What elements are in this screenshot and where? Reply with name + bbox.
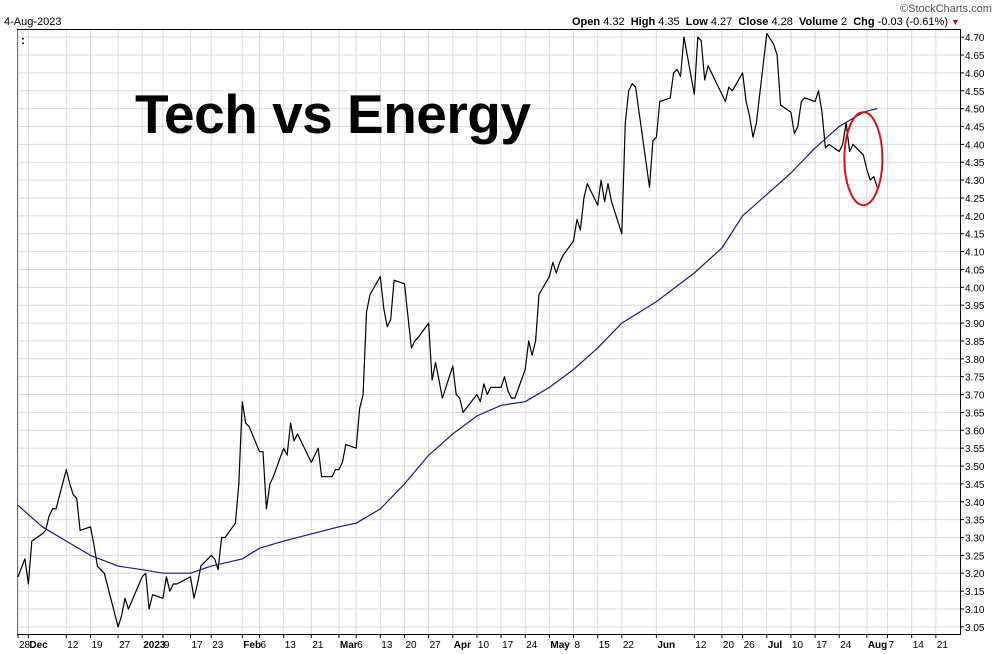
watermark: ©StockCharts.com — [900, 3, 992, 15]
x-tick-label: 12 — [695, 640, 707, 651]
x-tick-label: 20 — [405, 640, 417, 651]
x-tick-label: 21 — [937, 640, 949, 651]
x-tick-label: Mar — [340, 640, 358, 651]
y-tick-label: 3.25 — [965, 551, 985, 562]
y-tick-label: 3.75 — [965, 373, 985, 384]
x-tick-label: 24 — [526, 640, 538, 651]
y-tick-label: 4.10 — [965, 248, 985, 259]
volume-value: 2 — [840, 16, 848, 28]
y-tick-label: 3.70 — [965, 391, 985, 402]
x-tick-label: 28 — [19, 640, 31, 651]
y-tick-label: 4.40 — [965, 140, 985, 151]
x-tick-label: 24 — [840, 640, 852, 651]
x-tick-label: 8 — [575, 640, 581, 651]
low-value: 4.27 — [710, 16, 733, 28]
x-tick-label: Feb — [243, 640, 261, 651]
x-tick-label: Dec — [29, 640, 48, 651]
chart-title: Tech vs Energy — [135, 83, 531, 145]
x-tick-label: 20 — [723, 640, 735, 651]
open-label: Open — [572, 16, 601, 28]
x-tick-label: 27 — [119, 640, 131, 651]
annotation-circle — [843, 111, 884, 207]
y-tick-label: 4.45 — [965, 122, 985, 133]
y-tick-label: 3.55 — [965, 444, 985, 455]
close-value: 4.28 — [771, 16, 793, 28]
y-tick-label: 3.80 — [965, 355, 985, 366]
x-tick-label: 21 — [312, 640, 324, 651]
x-tick-label: 22 — [623, 640, 635, 651]
x-tick-label: 13 — [381, 640, 393, 651]
x-tick-label: 12 — [67, 640, 79, 651]
change-label: Chg — [853, 16, 875, 28]
x-tick-label: Jul — [768, 640, 783, 651]
y-tick-label: 3.85 — [965, 337, 985, 348]
y-tick-label: 3.50 — [965, 462, 985, 473]
x-tick-label: 9 — [164, 640, 170, 651]
y-tick-label: 4.25 — [965, 194, 985, 205]
x-tick-label: 15 — [599, 640, 611, 651]
legend-marker: : — [21, 33, 25, 47]
x-tick-label: 2023 — [143, 640, 166, 651]
y-tick-label: 4.30 — [965, 176, 985, 187]
y-tick-label: 3.35 — [965, 516, 985, 527]
price-ratio-line — [17, 33, 878, 628]
y-tick-label: 4.35 — [965, 158, 985, 169]
change-value: -0.03 (-0.61%) — [877, 16, 948, 28]
x-tick-label: 14 — [913, 640, 925, 651]
y-tick-label: 4.60 — [965, 69, 985, 80]
y-tick-label: 3.20 — [965, 569, 985, 580]
y-tick-label: 3.40 — [965, 498, 985, 509]
plot-area — [17, 29, 961, 635]
x-tick-label: 23 — [212, 640, 224, 651]
y-tick-label: 3.95 — [965, 301, 985, 312]
y-tick-label: 3.15 — [965, 587, 985, 598]
y-tick-label: 4.00 — [965, 283, 985, 294]
x-tick-label: 17 — [502, 640, 514, 651]
x-tick-label: 7 — [889, 640, 895, 651]
chart-date: 4-Aug-2023 — [4, 16, 62, 28]
y-tick-label: 3.05 — [965, 623, 985, 634]
y-tick-label: 4.50 — [965, 105, 985, 116]
y-tick-label: 4.05 — [965, 265, 985, 276]
volume-label: Volume — [798, 16, 838, 28]
quote-summary: Open 4.32 High 4.35 Low 4.27 Close 4.28 … — [572, 16, 960, 28]
x-tick-label: Aug — [868, 640, 887, 651]
y-tick-label: 4.70 — [965, 33, 985, 44]
x-tick-label: 13 — [285, 640, 297, 651]
x-tick-label: Apr — [454, 640, 471, 651]
y-tick-label: 3.60 — [965, 426, 985, 437]
y-tick-label: 4.20 — [965, 212, 985, 223]
change-down-icon: ▼ — [951, 17, 960, 27]
moving-average-line — [17, 108, 878, 574]
y-tick-label: 3.30 — [965, 534, 985, 545]
high-label: High — [630, 16, 656, 28]
x-tick-label: 17 — [192, 640, 204, 651]
y-tick-label: 3.45 — [965, 480, 985, 491]
y-tick-label: 4.15 — [965, 230, 985, 241]
x-tick-label: 27 — [430, 640, 442, 651]
close-label: Close — [738, 16, 769, 28]
open-value: 4.32 — [603, 16, 625, 28]
x-tick-label: 6 — [357, 640, 363, 651]
x-tick-label: 17 — [816, 640, 828, 651]
x-tick-label: Jun — [657, 640, 675, 651]
y-tick-label: 4.55 — [965, 87, 985, 98]
low-label: Low — [685, 16, 708, 28]
x-tick-label: May — [550, 640, 570, 651]
y-tick-label: 3.65 — [965, 408, 985, 419]
y-tick-label: 3.90 — [965, 319, 985, 330]
x-tick-label: 6 — [261, 640, 267, 651]
high-value: 4.35 — [658, 16, 680, 28]
y-tick-label: 4.65 — [965, 51, 985, 62]
x-tick-label: 19 — [91, 640, 103, 651]
x-tick-label: 10 — [478, 640, 490, 651]
x-tick-label: 26 — [744, 640, 756, 651]
y-tick-label: 3.10 — [965, 605, 985, 616]
x-tick-label: 10 — [792, 640, 804, 651]
